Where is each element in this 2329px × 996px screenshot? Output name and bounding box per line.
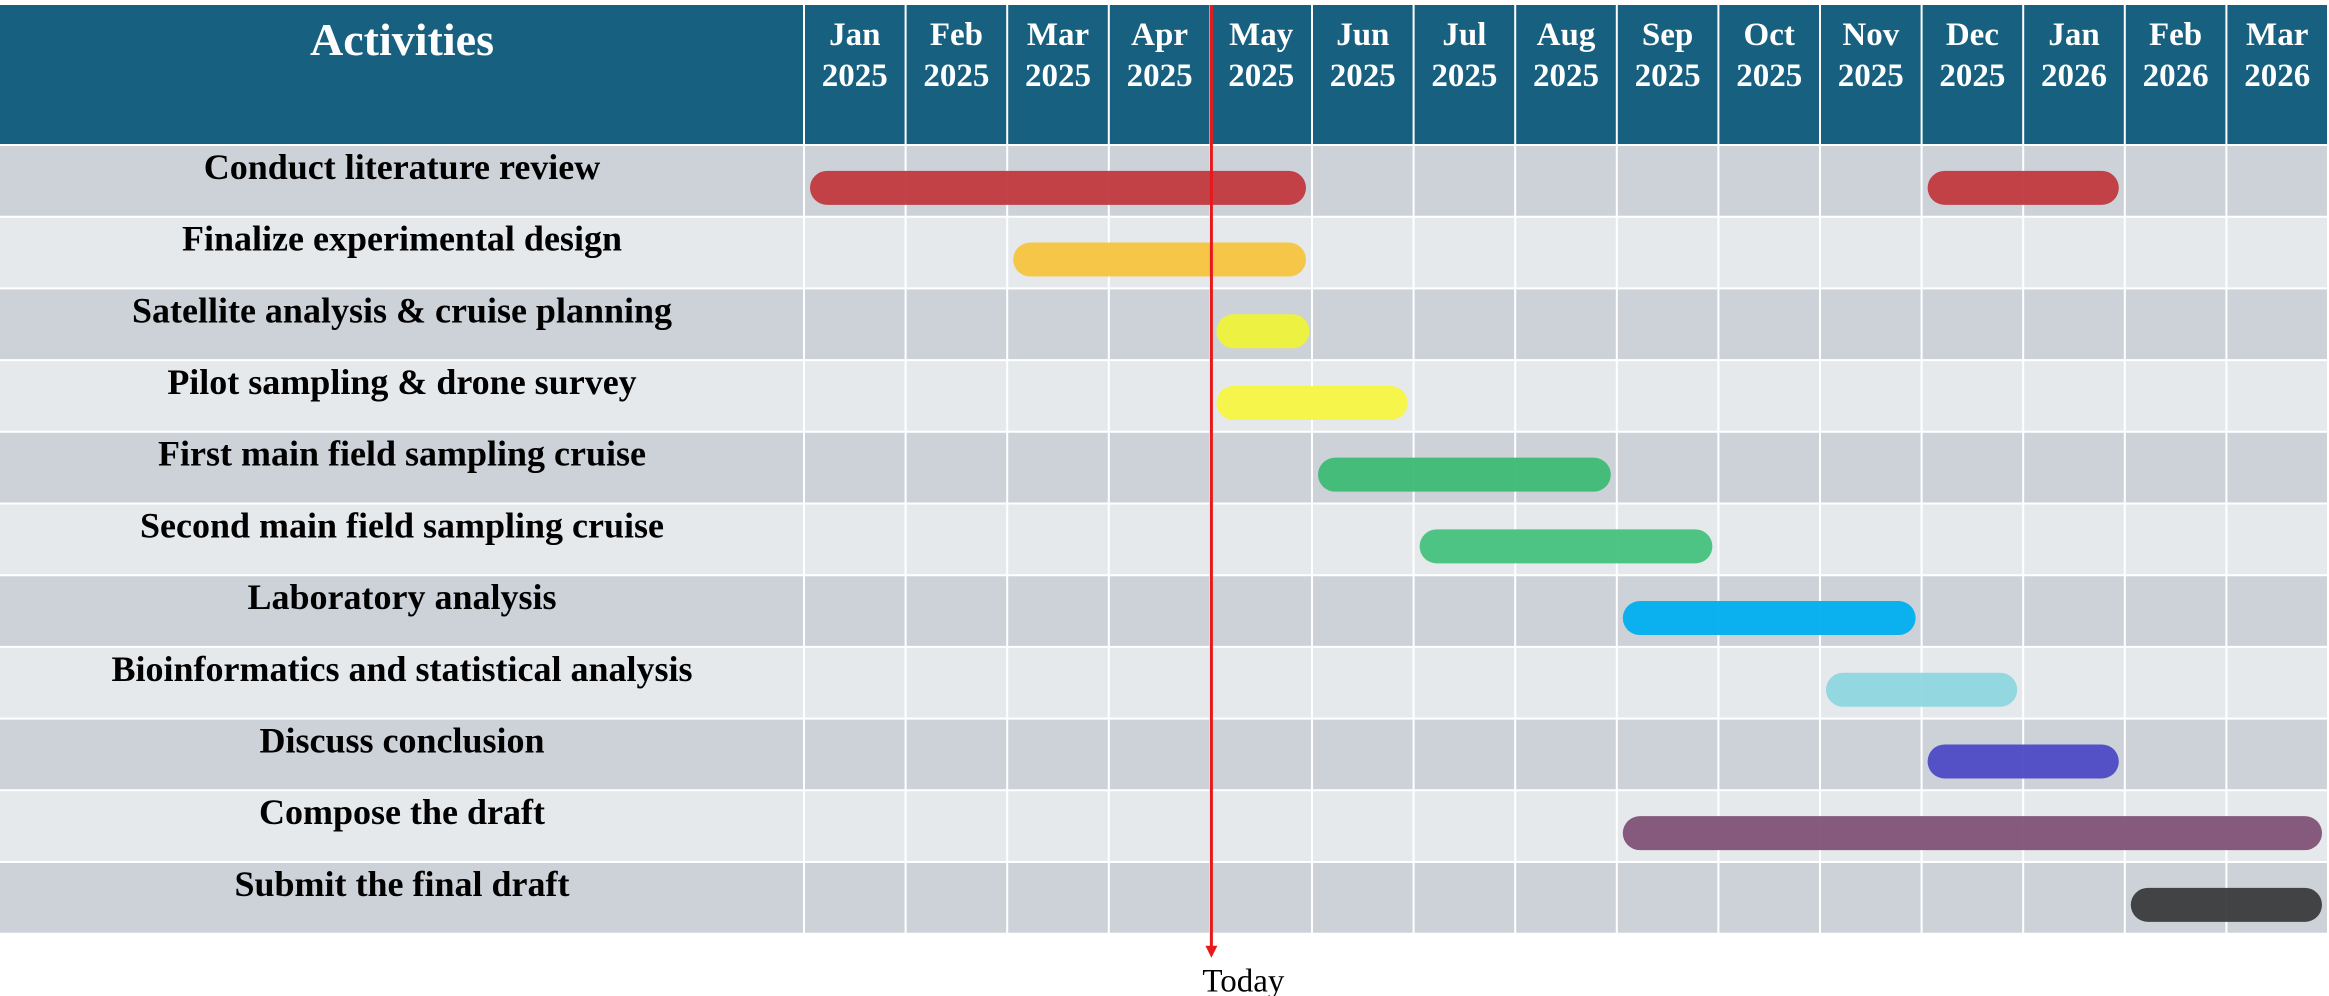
today-marker: Today xyxy=(1202,5,1285,996)
month-name: Apr xyxy=(1131,17,1188,53)
activity-label: Laboratory analysis xyxy=(247,577,556,617)
month-name: Oct xyxy=(1744,17,1795,53)
activity-label: Conduct literature review xyxy=(204,147,601,187)
month-year: 2025 xyxy=(1025,58,1091,94)
month-header: Jun 2025 xyxy=(1330,17,1396,94)
month-name: Jan xyxy=(829,17,880,53)
month-name: Aug xyxy=(1537,17,1596,53)
month-year: 2025 xyxy=(1736,58,1802,94)
month-year: 2025 xyxy=(1330,58,1396,94)
month-year: 2025 xyxy=(923,58,989,94)
month-name: Mar xyxy=(2246,17,2308,53)
activity-label: Second main field sampling cruise xyxy=(140,505,664,545)
row-background xyxy=(0,360,2328,432)
activity-label: Bioinformatics and statistical analysis xyxy=(111,649,692,689)
month-name: Feb xyxy=(2149,17,2202,53)
month-header: Jul 2025 xyxy=(1431,17,1497,94)
month-name: Nov xyxy=(1842,17,1899,53)
month-year: 2025 xyxy=(1533,58,1599,94)
month-year: 2026 xyxy=(2041,58,2107,94)
task-bar xyxy=(1622,601,1916,636)
task-bar xyxy=(1013,242,1306,277)
month-year: 2025 xyxy=(1127,58,1193,94)
month-header: Feb 2026 xyxy=(2143,17,2209,94)
row-background xyxy=(0,575,2328,647)
month-name: Feb xyxy=(930,17,983,53)
month-year: 2025 xyxy=(1431,58,1497,94)
task-bar xyxy=(1318,457,1611,492)
month-header: Mar 2026 xyxy=(2244,17,2310,94)
month-year: 2026 xyxy=(2244,58,2310,94)
activity-label: Submit the final draft xyxy=(234,864,569,904)
month-year: 2026 xyxy=(2143,58,2209,94)
month-header: Mar 2025 xyxy=(1025,17,1091,94)
month-name: Dec xyxy=(1946,17,1999,53)
task-bar xyxy=(1826,672,2018,707)
month-year: 2025 xyxy=(1228,58,1294,94)
month-name: Mar xyxy=(1027,17,1089,53)
month-year: 2025 xyxy=(1838,58,1904,94)
month-name: Jun xyxy=(1336,17,1389,53)
month-header: Apr 2025 xyxy=(1127,17,1193,94)
task-bar xyxy=(1927,170,2119,205)
activity-label: Pilot sampling & drone survey xyxy=(167,362,636,402)
today-arrow xyxy=(1205,945,1218,958)
today-label: Today xyxy=(1202,964,1285,996)
activity-label: Compose the draft xyxy=(259,792,545,832)
month-header: Aug 2025 xyxy=(1533,17,1599,94)
task-bar xyxy=(1622,816,2322,851)
activity-label: Satellite analysis & cruise planning xyxy=(132,290,672,330)
task-bar xyxy=(1419,529,1713,564)
month-header: May 2025 xyxy=(1228,17,1294,94)
task-bar xyxy=(1216,314,1310,349)
month-name: Sep xyxy=(1642,17,1693,53)
activities-header: Activities xyxy=(310,14,494,65)
month-name: May xyxy=(1229,17,1294,53)
month-header: Sep 2025 xyxy=(1635,17,1701,94)
month-name: Jul xyxy=(1442,17,1486,53)
task-bar xyxy=(1216,385,1408,420)
month-year: 2025 xyxy=(1939,58,2005,94)
month-name: Jan xyxy=(2048,17,2099,53)
month-header: Nov 2025 xyxy=(1838,17,1904,94)
month-year: 2025 xyxy=(1635,58,1701,94)
header: Activities Jan2025Feb2025Mar2025Apr2025Ma… xyxy=(0,5,2328,145)
row-backgrounds xyxy=(0,145,2328,934)
month-header: Jan 2026 xyxy=(2041,17,2107,94)
month-year: 2025 xyxy=(822,58,888,94)
activity-labels: Conduct literature review Finalize experi… xyxy=(111,147,692,904)
task-bar xyxy=(810,170,1306,205)
activity-label: Finalize experimental design xyxy=(182,219,622,259)
header-background xyxy=(0,5,2328,145)
month-header: Oct 2025 xyxy=(1736,17,1802,94)
row-background xyxy=(0,288,2328,361)
month-header: Dec 2025 xyxy=(1939,17,2005,94)
month-header: Feb 2025 xyxy=(923,17,989,94)
row-background xyxy=(0,503,2328,576)
task-bar xyxy=(1927,744,2119,779)
row-background xyxy=(0,862,2328,934)
row-background xyxy=(0,431,2328,504)
activity-label: Discuss conclusion xyxy=(259,720,544,760)
activity-label: First main field sampling cruise xyxy=(158,434,646,474)
task-bars xyxy=(810,170,2322,922)
month-header: Jan 2025 xyxy=(822,17,888,94)
task-bar xyxy=(2130,887,2322,922)
